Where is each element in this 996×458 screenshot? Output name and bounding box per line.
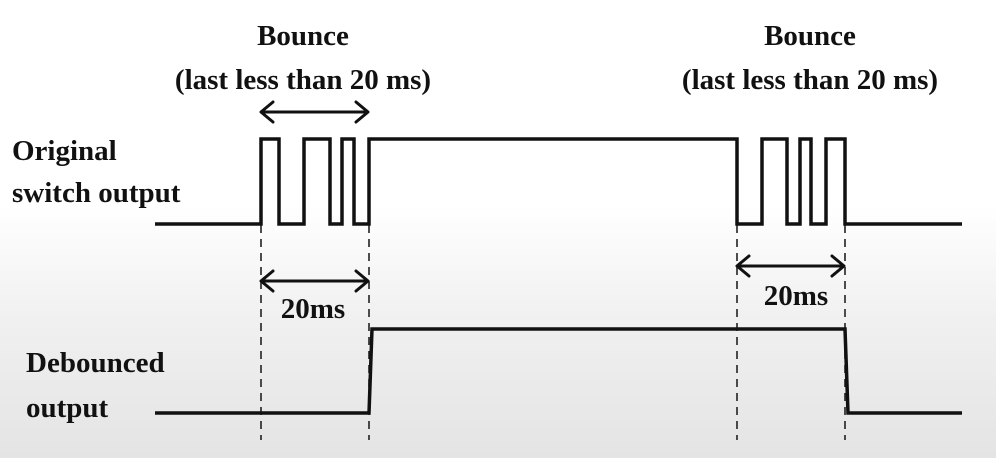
interval-arrow-left [259,269,370,293]
bounce-left-title: Bounce [257,20,349,52]
interval-label-right: 20ms [764,280,828,312]
original-switch-waveform [155,137,962,226]
debounced-label-line2: output [26,392,109,424]
debounced-label-line1: Debounced [26,347,165,379]
interval-label-left: 20ms [281,293,345,325]
debounced-output-waveform [155,327,962,415]
bounce-duration-arrow [259,100,370,124]
interval-arrow-right [735,254,846,278]
bounce-right-title: Bounce [764,20,856,52]
original-label-line1: Original [12,135,117,167]
bounce-right-subtitle: (last less than 20 ms) [682,64,938,96]
original-label-line2: switch output [12,177,181,209]
bounce-left-subtitle: (last less than 20 ms) [175,64,431,96]
